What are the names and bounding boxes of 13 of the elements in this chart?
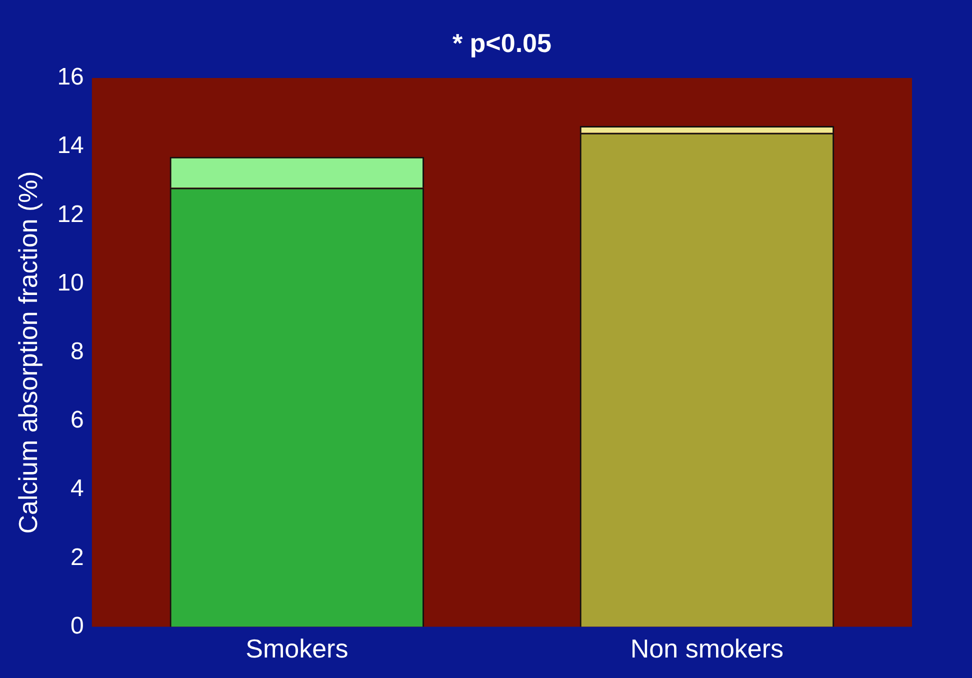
y-tick-label: 14 [57, 132, 84, 160]
y-tick-label: 10 [57, 269, 84, 296]
y-tick-label: 6 [70, 406, 84, 434]
y-tick-label: 2 [70, 544, 84, 571]
y-tick-label: 12 [57, 200, 84, 228]
y-tick-label: 8 [70, 338, 84, 366]
y-axis-title: Calcium absorption fraction (%) [12, 171, 43, 534]
x-tick-label: Non smokers [630, 634, 784, 664]
y-tick-label: 16 [57, 64, 84, 91]
y-tick-label: 4 [70, 475, 84, 502]
x-tick-label: Smokers [246, 634, 348, 664]
text: * p<0.05 [452, 28, 552, 58]
y-tick-label: 0 [70, 612, 84, 640]
